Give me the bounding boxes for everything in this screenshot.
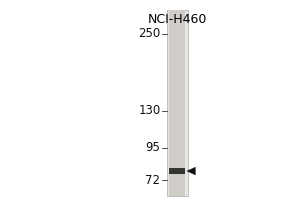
Bar — [167, 10, 188, 196]
Text: 95: 95 — [146, 141, 160, 154]
Polygon shape — [187, 167, 195, 175]
Text: 72: 72 — [146, 174, 160, 187]
Text: 130: 130 — [138, 104, 160, 117]
Text: NCI-H460: NCI-H460 — [147, 13, 207, 26]
Bar — [169, 10, 184, 196]
Bar — [169, 168, 185, 174]
Text: 250: 250 — [138, 27, 160, 40]
